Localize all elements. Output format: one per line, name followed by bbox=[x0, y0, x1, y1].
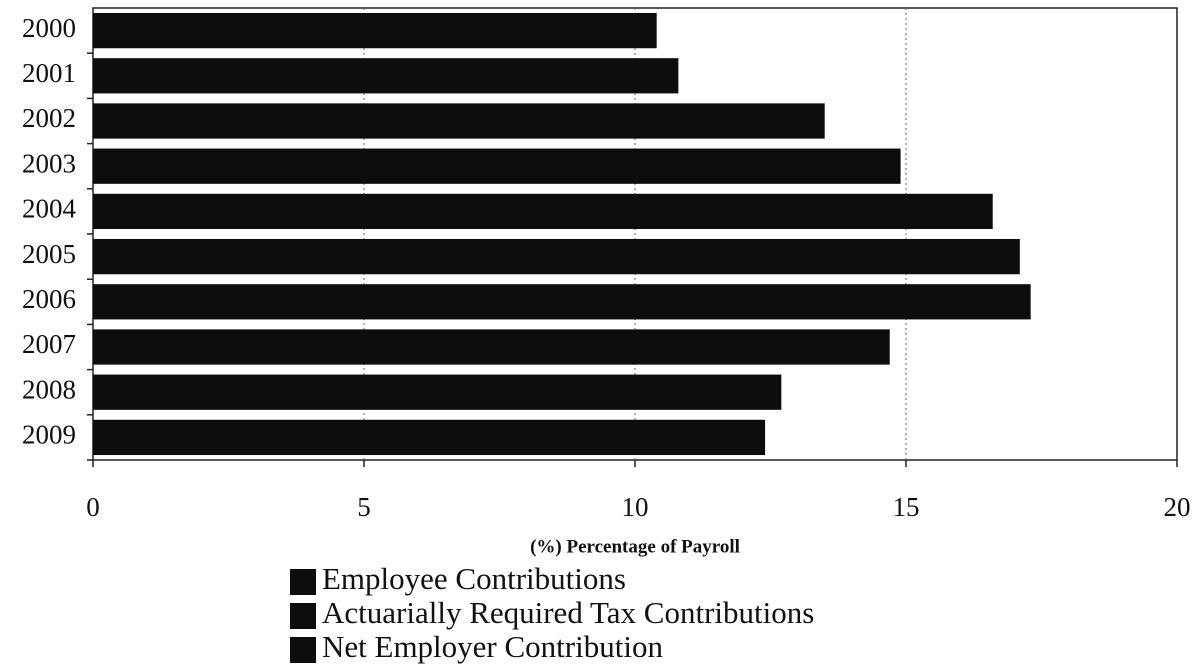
bar bbox=[93, 238, 1020, 275]
y-tick-label: 2000 bbox=[22, 13, 76, 43]
bar bbox=[93, 193, 993, 230]
x-tick-label: 10 bbox=[622, 492, 649, 522]
legend-swatch bbox=[290, 569, 316, 595]
y-tick-label: 2009 bbox=[22, 420, 76, 450]
y-tick-label: 2008 bbox=[22, 374, 76, 404]
legend-swatch bbox=[290, 603, 316, 629]
bar bbox=[93, 58, 679, 94]
bar bbox=[93, 12, 657, 49]
y-tick-label: 2003 bbox=[22, 148, 76, 178]
bar bbox=[93, 329, 890, 365]
legend-label: Net Employer Contribution bbox=[322, 629, 663, 664]
y-tick-label: 2007 bbox=[22, 329, 76, 359]
y-tick-label: 2006 bbox=[22, 284, 76, 314]
legend-swatch bbox=[290, 637, 316, 663]
y-tick-label: 2005 bbox=[22, 239, 76, 269]
y-tick-label: 2001 bbox=[22, 58, 76, 88]
bar bbox=[93, 103, 825, 139]
bar bbox=[93, 284, 1031, 320]
legend-label: Employee Contributions bbox=[322, 561, 626, 596]
y-tick-label: 2004 bbox=[22, 194, 77, 224]
x-tick-label: 15 bbox=[893, 492, 920, 522]
x-tick-label: 5 bbox=[357, 492, 371, 522]
bar bbox=[93, 374, 782, 410]
x-tick-label: 20 bbox=[1164, 492, 1191, 522]
legend-label: Actuarially Required Tax Contributions bbox=[322, 595, 814, 630]
x-axis-label: (%) Percentage of Payroll bbox=[530, 536, 740, 557]
bar bbox=[93, 148, 901, 184]
x-tick-label: 0 bbox=[86, 492, 100, 522]
bar bbox=[93, 419, 766, 456]
y-tick-label: 2002 bbox=[22, 103, 76, 133]
